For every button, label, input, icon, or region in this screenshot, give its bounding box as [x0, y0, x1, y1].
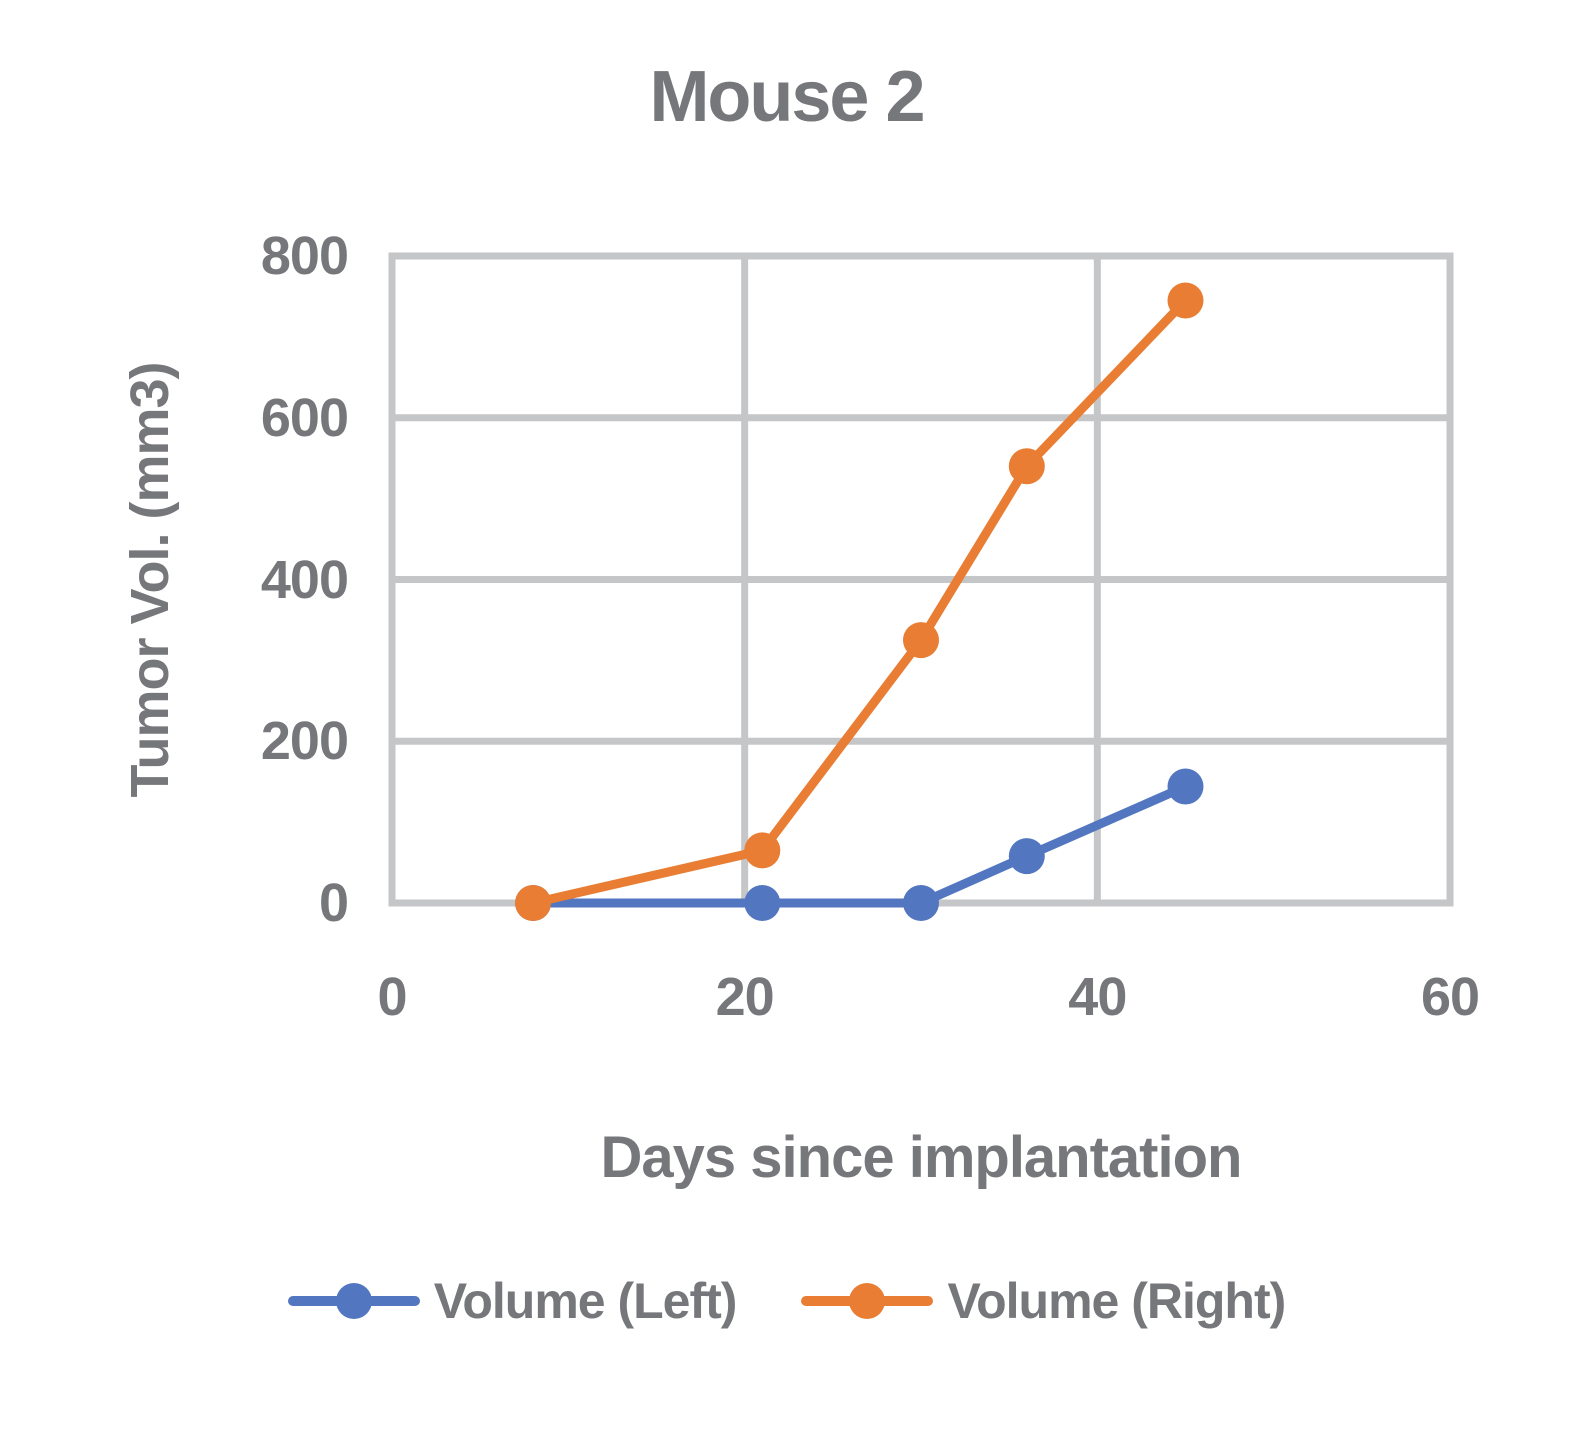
legend-item-volume-right: Volume (Right) — [801, 1272, 1286, 1330]
series-line-volume-right — [528, 295, 1190, 908]
series-line-volume-left — [528, 782, 1190, 908]
y-tick-label-800: 800 — [260, 226, 349, 286]
data-point-volume-right-day-21 — [744, 832, 781, 869]
legend: Volume (Left) Volume (Right) — [0, 1272, 1573, 1330]
data-point-volume-left-day-36 — [1008, 838, 1045, 875]
data-point-volume-left-day-45 — [1167, 768, 1204, 805]
legend-marker-icon — [287, 1283, 420, 1319]
data-point-volume-left-day-21 — [744, 885, 781, 921]
data-point-volume-right-day-30 — [903, 622, 939, 659]
x-tick-label-20: 20 — [715, 967, 775, 1027]
y-tick-label-400: 400 — [260, 549, 349, 610]
legend-marker-icon — [801, 1283, 934, 1319]
data-point-volume-right-day-36 — [1008, 448, 1045, 485]
x-tick-label-60: 60 — [1420, 967, 1480, 1027]
chart-title: Mouse 2 — [649, 57, 925, 137]
legend-label-volume-right: Volume (Right) — [947, 1273, 1286, 1329]
y-tick-label-0: 0 — [318, 873, 349, 933]
x-tick-label-40: 40 — [1068, 967, 1127, 1027]
data-point-volume-right-day-8 — [515, 885, 552, 921]
data-point-volume-right-day-45 — [1167, 282, 1204, 319]
legend-label-volume-left: Volume (Left) — [433, 1273, 738, 1329]
x-tick-label-0: 0 — [377, 967, 407, 1027]
data-point-volume-left-day-30 — [903, 885, 939, 921]
y-tick-label-200: 200 — [260, 711, 349, 772]
legend-dot-icon — [849, 1283, 886, 1319]
legend-dot-icon — [335, 1283, 372, 1319]
legend-item-volume-left: Volume (Left) — [287, 1272, 738, 1330]
y-tick-label-600: 600 — [260, 387, 349, 448]
x-axis-title: Days since implantation — [600, 1125, 1243, 1190]
